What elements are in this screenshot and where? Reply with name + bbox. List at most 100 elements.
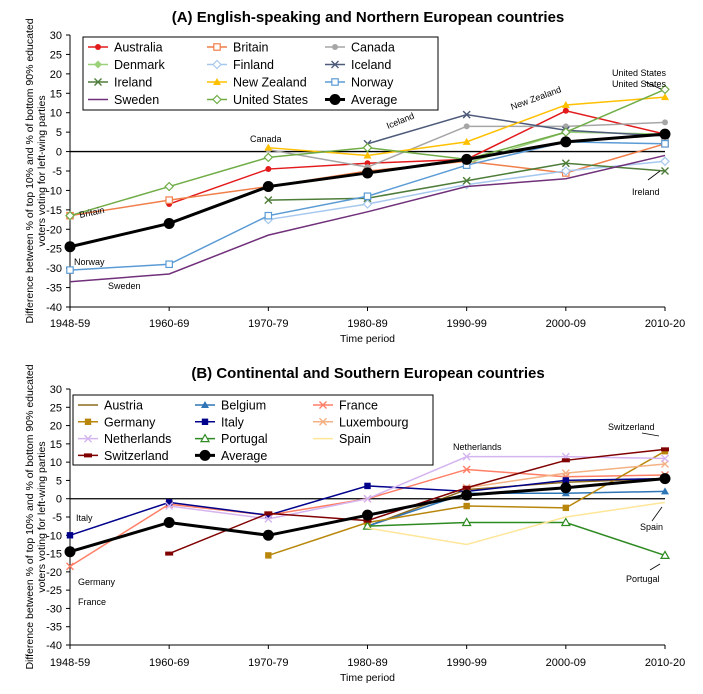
y-tick-label: 15 bbox=[50, 439, 62, 451]
data-point bbox=[165, 499, 173, 506]
data-point bbox=[264, 211, 273, 220]
data-point bbox=[262, 529, 274, 541]
legend-marker bbox=[201, 401, 209, 408]
y-tick-label: 25 bbox=[50, 402, 62, 414]
x-tick-label: 1970-79 bbox=[248, 318, 288, 330]
legend-marker bbox=[213, 43, 221, 51]
legend-marker bbox=[199, 433, 211, 443]
legend-label: Netherlands bbox=[104, 432, 171, 446]
annotation-label: France bbox=[78, 597, 106, 607]
annotation-arrow bbox=[641, 432, 660, 437]
annotation-label: Spain bbox=[640, 522, 663, 532]
legend-item: Belgium bbox=[195, 399, 266, 413]
legend-item: Denmark bbox=[88, 58, 165, 72]
data-point bbox=[64, 546, 76, 558]
legend-marker bbox=[212, 59, 222, 70]
data-point bbox=[561, 100, 570, 108]
legend-box bbox=[82, 36, 439, 111]
legend-item: Iceland bbox=[325, 58, 391, 72]
data-point bbox=[562, 107, 569, 114]
data-point bbox=[264, 511, 273, 516]
panel-a: (A) English-speaking and Northern Europe… bbox=[24, 9, 685, 345]
data-point bbox=[363, 494, 372, 503]
data-point bbox=[263, 152, 274, 163]
series-average bbox=[64, 128, 671, 253]
legend-marker bbox=[329, 94, 341, 105]
legend-item: Austria bbox=[78, 399, 143, 413]
annotation-label: Iceland bbox=[385, 111, 416, 131]
legend-marker bbox=[95, 44, 101, 50]
data-point bbox=[362, 142, 373, 153]
x-tick-label: 1960-69 bbox=[149, 657, 189, 669]
data-point bbox=[560, 127, 571, 137]
data-point bbox=[461, 489, 473, 501]
data-point bbox=[561, 469, 570, 478]
x-tick-label: 2000-09 bbox=[546, 657, 586, 669]
annotation-label: Portugal bbox=[626, 574, 660, 584]
annotation-label: Norway bbox=[74, 257, 105, 267]
data-point bbox=[659, 473, 671, 485]
x-axis-label: Time period bbox=[340, 333, 395, 345]
data-point bbox=[661, 487, 669, 495]
legend-label: United States bbox=[233, 93, 308, 107]
series-portugal bbox=[362, 517, 671, 560]
y-tick-label: 30 bbox=[50, 384, 62, 396]
data-point bbox=[661, 447, 669, 452]
data-point bbox=[165, 502, 174, 511]
data-point bbox=[462, 110, 471, 119]
legend-label: New Zealand bbox=[233, 76, 307, 90]
legend-marker bbox=[199, 449, 211, 461]
x-tick-label: 1960-69 bbox=[149, 318, 189, 330]
annotation-label: Switzerland bbox=[608, 422, 655, 432]
data-point bbox=[65, 210, 75, 221]
data-point bbox=[661, 454, 669, 463]
series-spain bbox=[367, 501, 666, 546]
x-tick-label: 1990-99 bbox=[446, 657, 486, 669]
annotation-label: United States bbox=[612, 68, 667, 78]
legend-marker bbox=[94, 60, 102, 69]
legend-label: Austria bbox=[104, 399, 143, 413]
legend-label: Iceland bbox=[351, 58, 391, 72]
data-point bbox=[463, 502, 470, 510]
legend-label: Germany bbox=[104, 415, 156, 429]
legend-marker bbox=[319, 401, 327, 409]
data-point bbox=[661, 167, 669, 175]
x-tick-label: 1970-79 bbox=[248, 657, 288, 669]
y-tick-label: -40 bbox=[46, 302, 62, 314]
legend-marker bbox=[84, 418, 92, 425]
annotation-label: Ireland bbox=[632, 187, 660, 197]
data-point bbox=[164, 181, 175, 192]
data-point bbox=[163, 217, 175, 229]
chart-title: (A) English-speaking and Northern Europe… bbox=[172, 9, 565, 26]
legend: Australia Britain Canada Denmark Finland Icel… bbox=[82, 36, 439, 111]
legend-item: Germany bbox=[78, 415, 156, 429]
legend-label: Australia bbox=[114, 41, 163, 55]
y-tick-label: 20 bbox=[50, 421, 62, 433]
legend-item: Average bbox=[325, 93, 397, 107]
legend-label: Denmark bbox=[114, 58, 165, 72]
data-point bbox=[462, 452, 471, 461]
y-tick-label: 10 bbox=[50, 457, 62, 469]
legend-marker bbox=[212, 94, 222, 105]
data-point bbox=[362, 520, 373, 530]
annotation-arrow bbox=[647, 170, 661, 181]
y-tick-label: 15 bbox=[50, 88, 62, 100]
y-tick-label: 5 bbox=[56, 475, 62, 487]
data-point bbox=[165, 196, 173, 204]
annotation-label: Canada bbox=[250, 134, 282, 144]
legend-label: Average bbox=[351, 93, 397, 107]
annotation-arrow bbox=[644, 81, 662, 90]
data-point bbox=[660, 84, 670, 95]
data-point bbox=[662, 119, 668, 126]
x-tick-label: 1948-59 bbox=[50, 657, 90, 669]
legend-label: Belgium bbox=[221, 399, 266, 413]
legend-item: Average bbox=[195, 449, 267, 463]
legend-box bbox=[72, 394, 434, 466]
legend-item: Sweden bbox=[88, 93, 159, 107]
y-tick-label: 0 bbox=[56, 147, 62, 159]
data-point bbox=[362, 199, 373, 209]
x-axis-label: Time period bbox=[340, 672, 395, 684]
series-line bbox=[168, 109, 666, 205]
data-point bbox=[462, 465, 471, 474]
data-point bbox=[264, 514, 273, 523]
